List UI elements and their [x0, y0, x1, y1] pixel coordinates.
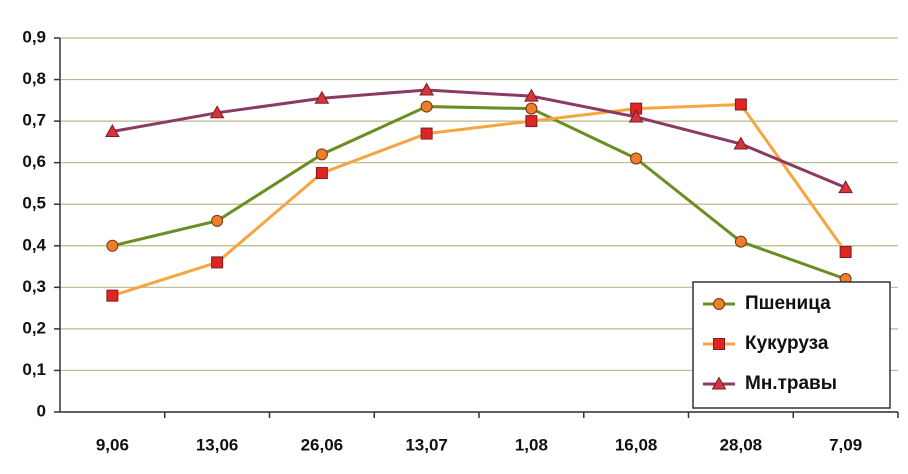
y-tick-label: 0,8: [22, 69, 46, 88]
marker: [734, 235, 747, 248]
marker: [315, 148, 328, 161]
marker: [209, 105, 225, 119]
legend: Пшеница Кукуруза Мн.травы: [692, 281, 891, 409]
marker: [525, 115, 538, 128]
x-tick-label: 1,08: [515, 435, 548, 454]
y-tick-label: 0,6: [22, 152, 46, 171]
x-tick-label: 7,09: [829, 435, 862, 454]
marker: [315, 167, 328, 180]
marker: [211, 256, 224, 269]
marker: [420, 127, 433, 140]
legend-label: Пшеница: [745, 293, 831, 314]
marker: [106, 289, 119, 302]
series-line: [112, 105, 847, 281]
marker: [838, 180, 853, 194]
legend-label: Кукуруза: [745, 333, 829, 354]
marker: [419, 82, 434, 96]
y-tick-label: 0,9: [22, 27, 46, 46]
y-tick-label: 0,7: [22, 111, 46, 130]
marker: [733, 136, 749, 150]
marker: [106, 239, 119, 252]
marker: [211, 214, 224, 227]
marker: [628, 109, 644, 123]
marker: [839, 246, 852, 259]
marker: [314, 90, 330, 104]
marker: [713, 298, 725, 310]
marker: [713, 338, 725, 350]
x-tick-label: 26,06: [301, 435, 344, 454]
series-line: [111, 102, 847, 298]
marker: [525, 102, 538, 115]
x-tick-label: 16,08: [615, 435, 658, 454]
series-line: [112, 88, 847, 189]
marker: [524, 88, 539, 102]
y-tick-label: 0: [37, 401, 46, 420]
x-tick-label: 13,06: [196, 435, 239, 454]
y-tick-label: 0,5: [22, 194, 46, 213]
x-tick-label: 28,08: [720, 435, 763, 454]
marker: [420, 100, 433, 113]
marker: [711, 376, 727, 390]
marker: [630, 152, 643, 165]
x-tick-label: 9,06: [96, 435, 129, 454]
x-tick-label: 13,07: [405, 435, 448, 454]
y-tick-label: 0,4: [22, 235, 46, 254]
y-tick-label: 0,1: [22, 360, 46, 379]
marker: [105, 123, 120, 137]
marker: [734, 98, 747, 111]
y-tick-label: 0,2: [22, 318, 46, 337]
y-tick-label: 0,3: [22, 277, 46, 296]
legend-label: Мн.травы: [745, 373, 837, 394]
